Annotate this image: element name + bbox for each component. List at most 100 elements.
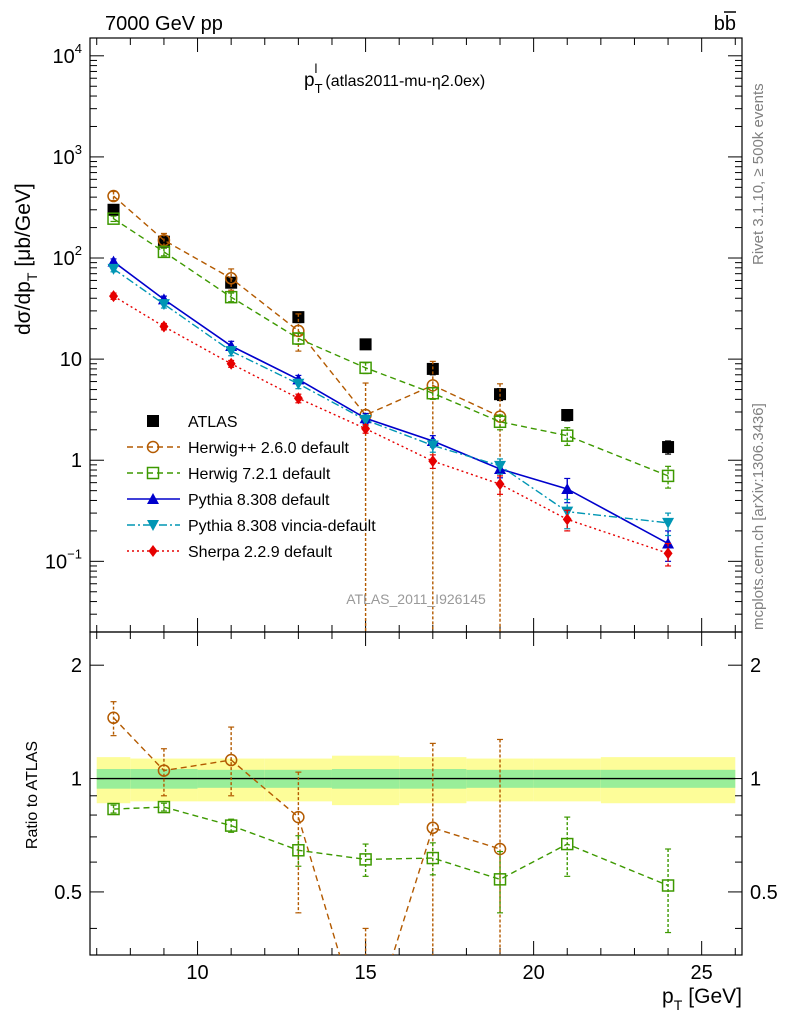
- ratio-marker: [157, 800, 171, 814]
- legend-marker: [148, 545, 158, 557]
- legend-item: Herwig++ 2.6.0 default: [127, 440, 350, 457]
- legend-label: Pythia 8.308 default: [188, 492, 330, 509]
- ratio-y-tick-label-right: 0.5: [750, 882, 778, 904]
- legend-item: ATLAS: [147, 414, 238, 431]
- ratio-marker: [426, 821, 440, 835]
- main-series-4: [107, 263, 675, 537]
- main-marker: [224, 272, 238, 285]
- main-marker: [292, 378, 305, 390]
- analysis-id: ATLAS_2011_I926145: [346, 591, 486, 607]
- ratio-y-tick-label-right: 1: [750, 769, 761, 791]
- main-marker: [107, 189, 120, 203]
- x-axis-label-main: p: [662, 985, 674, 1008]
- legend-marker: [146, 466, 160, 480]
- plot-title-sup: l: [315, 61, 318, 76]
- ratio-marker: [661, 879, 675, 892]
- plot-title-rest: (atlas2011-mu-η2.0ex): [325, 73, 485, 90]
- main-marker: [225, 346, 238, 358]
- main-marker: [224, 290, 238, 304]
- ratio-y-tick-label: 0.5: [54, 882, 82, 904]
- main-marker: [359, 361, 372, 375]
- main-marker: [109, 290, 119, 303]
- ratio-marker: [560, 837, 574, 851]
- x-axis-label: pT [GeV]: [662, 985, 742, 1013]
- ratio-marker: [426, 851, 440, 865]
- y-tick-label: 103: [53, 142, 82, 169]
- y-axis-label-main: dσ/dp: [12, 281, 35, 335]
- main-frame: [89, 37, 743, 633]
- main-marker: [662, 441, 675, 454]
- main-marker: [359, 414, 372, 426]
- ratio-y-axis-label: Ratio to ATLAS: [24, 741, 41, 849]
- legend-label: Herwig++ 2.6.0 default: [188, 440, 350, 457]
- legend-label: ATLAS: [188, 414, 238, 431]
- x-axis-label-sub: T: [674, 997, 683, 1013]
- x-tick-label: 25: [691, 962, 713, 984]
- main-marker: [562, 513, 572, 526]
- main-marker: [225, 276, 238, 289]
- ratio-marker: [224, 819, 238, 832]
- y-axis-label-rest: [μb/GeV]: [12, 183, 35, 266]
- ratio-series-0: [107, 701, 507, 955]
- ratio-marker: [359, 853, 372, 866]
- y-tick-label: 1: [71, 450, 82, 472]
- main-marker: [493, 415, 507, 429]
- legend-label: Pythia 8.308 vincia-default: [188, 518, 376, 535]
- y-axis-label: dσ/dpT [μb/GeV]: [12, 183, 40, 335]
- x-axis-label-rest: [GeV]: [688, 985, 742, 1008]
- main-marker: [661, 469, 675, 483]
- ratio-marker: [224, 753, 238, 767]
- legend-label: Herwig 7.2.1 default: [188, 466, 331, 483]
- ratio-panel: 2 2 1 1 0.5 0.5 10 15 20 25 Ratio to ATLAS pT [GeV…: [24, 631, 778, 1013]
- legend-item: Sherpa 2.2.9 default: [127, 544, 333, 561]
- plot-title-main: p: [304, 70, 315, 91]
- main-marker: [107, 203, 120, 216]
- x-tick-label: 20: [523, 962, 545, 984]
- legend-item: Pythia 8.308 vincia-default: [127, 518, 376, 535]
- legend-label: Sherpa 2.2.9 default: [188, 544, 333, 561]
- main-marker: [426, 379, 440, 392]
- main-marker: [107, 263, 120, 275]
- y-tick-label: 104: [53, 41, 82, 68]
- x-tick-label: 10: [186, 962, 208, 984]
- main-series-2: [107, 212, 675, 489]
- legend-marker: [147, 520, 159, 531]
- ratio-marker: [292, 810, 305, 824]
- main-marker: [293, 392, 303, 405]
- ratio-marker: [157, 764, 171, 777]
- main-marker: [292, 324, 305, 338]
- ratio-series-1: [107, 800, 675, 934]
- legend: ATLAS Herwig++ 2.6.0 default Herwig 7.2.1 …: [127, 414, 376, 561]
- y-tick-label: 102: [53, 243, 82, 270]
- main-marker: [426, 440, 439, 452]
- ratio-frame: [89, 631, 743, 956]
- main-series-line-2: [113, 218, 669, 477]
- ratio-series-line-1: [113, 806, 669, 887]
- process-label: bb: [714, 13, 736, 35]
- y-tick-label: 10: [60, 349, 82, 371]
- main-marker: [107, 212, 120, 225]
- main-marker: [662, 517, 675, 529]
- y-tick-label: 10−1: [45, 546, 82, 573]
- main-series-line-1: [113, 195, 501, 418]
- main-series-5: [109, 290, 673, 567]
- legend-item: Pythia 8.308 default: [127, 492, 330, 509]
- plot-title-sub: T: [315, 81, 323, 96]
- ratio-marker: [292, 844, 305, 857]
- main-marker: [157, 299, 170, 311]
- main-marker: [561, 482, 574, 494]
- main-marker: [428, 455, 438, 468]
- legend-marker: [147, 493, 159, 504]
- plot-title: pTl (atlas2011-mu-η2.0ex): [304, 61, 485, 96]
- ratio-marker: [493, 873, 507, 886]
- main-marker: [157, 245, 171, 259]
- main-marker: [292, 332, 305, 345]
- main-marker: [560, 429, 574, 442]
- ratio-y-tick-label: 1: [71, 769, 82, 791]
- ratio-y-tick-label: 2: [71, 655, 82, 677]
- rivet-label: Rivet 3.1.10, ≥ 500k events: [750, 83, 767, 265]
- main-marker: [359, 338, 372, 351]
- legend-marker: [147, 415, 159, 427]
